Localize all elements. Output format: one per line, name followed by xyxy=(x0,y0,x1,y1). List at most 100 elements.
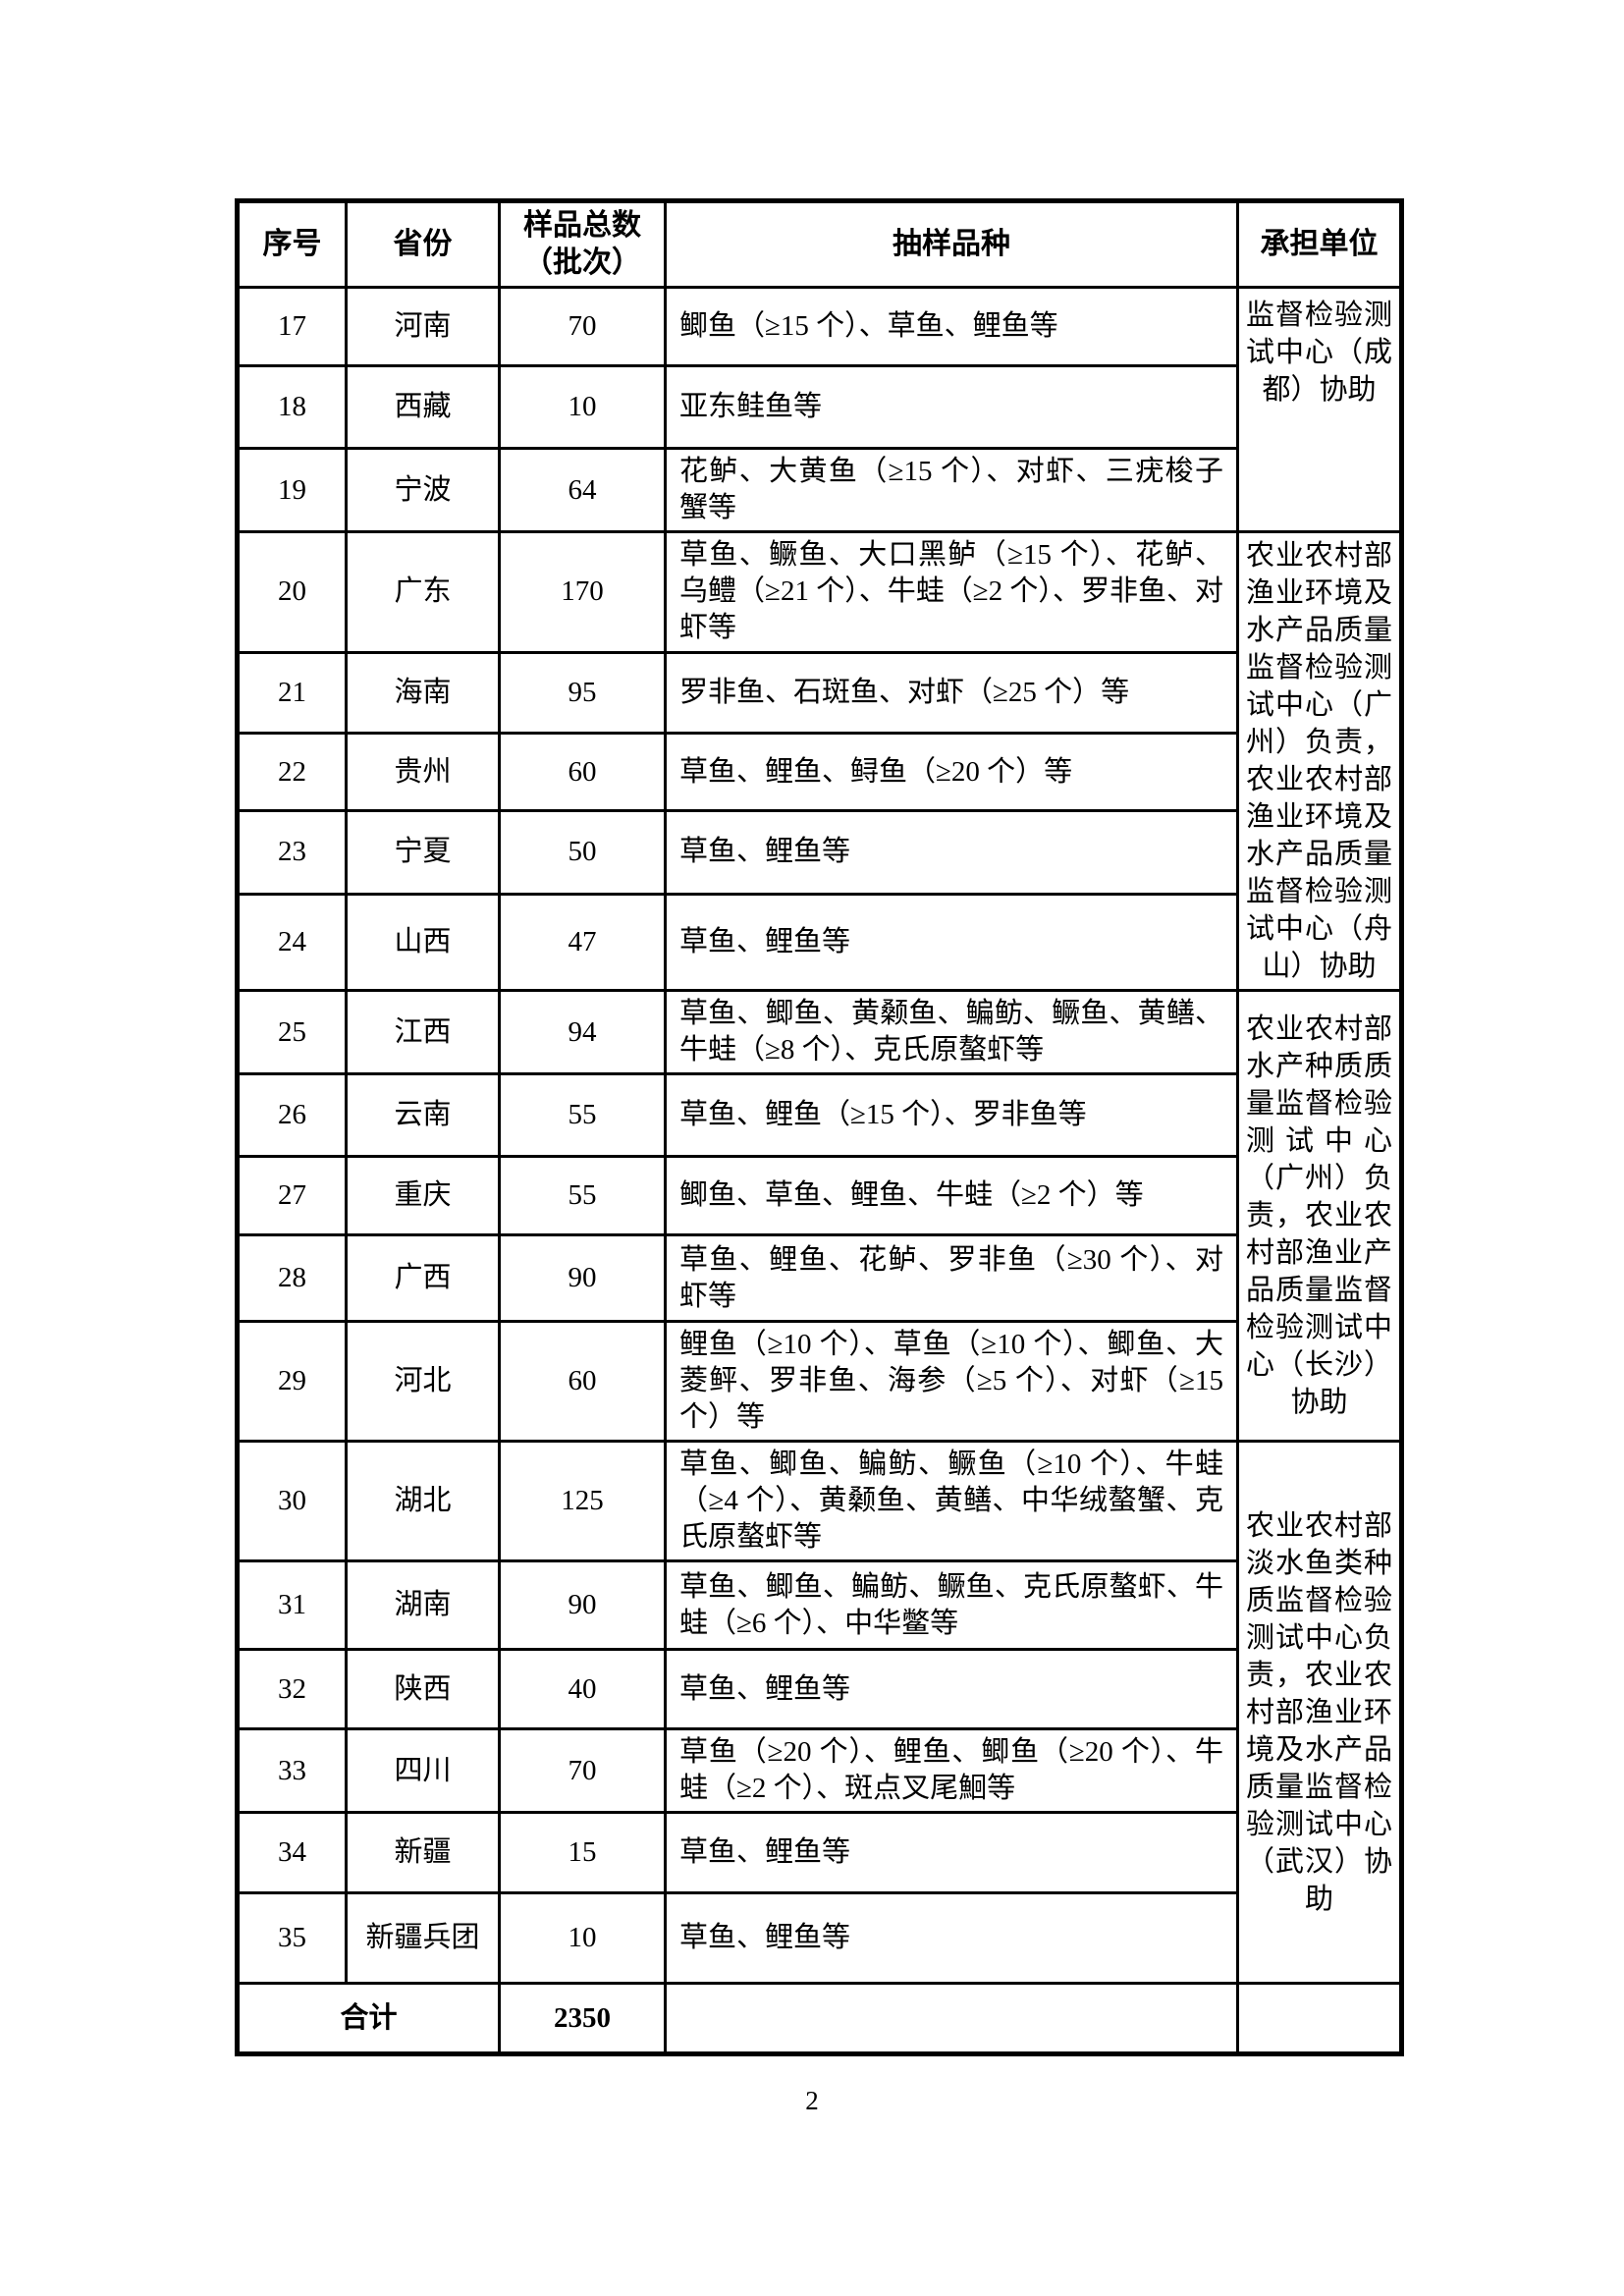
cell-species: 草鱼、鳜鱼、大口黑鲈（≥15 个）、花鲈、乌鳢（≥21 个）、牛蛙（≥2 个）、… xyxy=(664,530,1239,654)
header-unit: 承担单位 xyxy=(1236,199,1403,289)
cell-province: 重庆 xyxy=(345,1155,501,1236)
header-species: 抽样品种 xyxy=(664,199,1239,289)
table-row: 34 新疆 15 草鱼、鲤鱼等 xyxy=(236,1811,1402,1894)
table-row: 30 湖北 125 草鱼、鲫鱼、鳊鲂、鳜鱼（≥10 个）、牛蛙（≥4 个）、黄颡鱼、黄… xyxy=(236,1440,1403,1985)
cell-no: 32 xyxy=(236,1648,348,1730)
cell-count: 15 xyxy=(498,1811,667,1894)
cell-count: 70 xyxy=(498,1727,667,1814)
table-row: 25 江西 94 草鱼、鲫鱼、黄颡鱼、鳊鲂、鳜鱼、黄鳝、牛蛙（≥8 个）、克氏原螯虾等… xyxy=(236,989,1403,1443)
table-row: 23 宁夏 50 草鱼、鲤鱼等 xyxy=(236,809,1402,896)
table-body: 17 河南 70 鲫鱼（≥15 个）、草鱼、鲤鱼等 监督检验测试中心（成都）协助 18 西藏… xyxy=(236,286,1403,1985)
table-row: 26 云南 55 草鱼、鲤鱼（≥15 个）、罗非鱼等 xyxy=(236,1072,1402,1158)
cell-no: 25 xyxy=(236,989,348,1075)
cell-species: 罗非鱼、石斑鱼、对虾（≥25 个）等 xyxy=(664,650,1239,735)
table-footer: 合计 2350 xyxy=(236,1982,1403,2055)
cell-count: 90 xyxy=(498,1233,667,1323)
header-no: 序号 xyxy=(236,199,348,289)
cell-species: 草鱼、鲤鱼等 xyxy=(664,892,1239,993)
total-row: 合计 2350 xyxy=(236,1982,1403,2055)
cell-count: 10 xyxy=(498,1891,667,1985)
cell-no: 27 xyxy=(236,1155,348,1236)
table-row: 31 湖南 90 草鱼、鲫鱼、鳊鲂、鳜鱼、克氏原螯虾、牛蛙（≥6 个）、中华鳖等 xyxy=(236,1559,1402,1651)
header-total-line2: （批次） xyxy=(523,246,641,279)
cell-species: 草鱼、鲤鱼、花鲈、罗非鱼（≥30 个）、对虾等 xyxy=(664,1233,1239,1323)
cell-no: 26 xyxy=(236,1072,348,1158)
cell-province: 宁波 xyxy=(345,447,501,533)
cell-count: 55 xyxy=(498,1072,667,1158)
table-row: 27 重庆 55 鲫鱼、草鱼、鲤鱼、牛蛙（≥2 个）等 xyxy=(236,1155,1402,1236)
header-total-batches: 样品总数 （批次） xyxy=(498,199,667,289)
cell-province: 云南 xyxy=(345,1072,501,1158)
cell-no: 22 xyxy=(236,731,348,813)
cell-count: 94 xyxy=(498,989,667,1075)
table-row: 19 宁波 64 花鲈、大黄鱼（≥15 个）、对虾、三疣梭子蟹等 xyxy=(236,447,1402,533)
table-row: 18 西藏 10 亚东鲑鱼等 xyxy=(236,364,1402,450)
cell-province: 新疆 xyxy=(345,1811,501,1894)
cell-province: 广西 xyxy=(345,1233,501,1323)
cell-species: 鲫鱼、草鱼、鲤鱼、牛蛙（≥2 个）等 xyxy=(664,1155,1239,1236)
cell-count: 47 xyxy=(498,892,667,993)
cell-no: 35 xyxy=(236,1891,348,1985)
cell-species: 草鱼、鲤鱼、鲟鱼（≥20 个）等 xyxy=(664,731,1239,813)
cell-species: 鲫鱼（≥15 个）、草鱼、鲤鱼等 xyxy=(664,286,1239,367)
table-row: 17 河南 70 鲫鱼（≥15 个）、草鱼、鲤鱼等 监督检验测试中心（成都）协助 xyxy=(236,286,1403,533)
cell-province: 新疆兵团 xyxy=(345,1891,501,1985)
cell-unit: 监督检验测试中心（成都）协助 xyxy=(1236,286,1403,533)
cell-province: 江西 xyxy=(345,989,501,1075)
table-row: 20 广东 170 草鱼、鳜鱼、大口黑鲈（≥15 个）、花鲈、乌鳢（≥21 个）、牛蛙… xyxy=(236,530,1403,992)
cell-count: 170 xyxy=(498,530,667,654)
header-total-line1: 样品总数 xyxy=(523,209,641,242)
cell-species: 草鱼（≥20 个）、鲤鱼、鲫鱼（≥20 个）、牛蛙（≥2 个）、斑点叉尾鮰等 xyxy=(664,1727,1239,1814)
cell-species: 草鱼、鲫鱼、鳊鲂、鳜鱼、克氏原螯虾、牛蛙（≥6 个）、中华鳖等 xyxy=(664,1559,1239,1651)
cell-province: 广东 xyxy=(345,530,501,654)
cell-species: 草鱼、鲫鱼、鳊鲂、鳜鱼（≥10 个）、牛蛙（≥4 个）、黄颡鱼、黄鳝、中华绒螯蟹… xyxy=(664,1440,1239,1562)
header-province: 省份 xyxy=(345,199,501,289)
cell-no: 18 xyxy=(236,364,348,450)
table-header-row: 序号 省份 样品总数 （批次） 抽样品种 承担单位 xyxy=(236,199,1403,289)
cell-no: 34 xyxy=(236,1811,348,1894)
cell-province: 河北 xyxy=(345,1320,501,1443)
table-row: 32 陕西 40 草鱼、鲤鱼等 xyxy=(236,1648,1402,1730)
cell-no: 20 xyxy=(236,530,348,654)
cell-no: 33 xyxy=(236,1727,348,1814)
cell-no: 21 xyxy=(236,650,348,735)
cell-unit: 农业农村部淡水鱼类种质监督检验测试中心负责，农业农村部渔业环境及水产品质量监督检… xyxy=(1236,1440,1403,1985)
cell-no: 30 xyxy=(236,1440,348,1562)
cell-unit: 农业农村部水产种质质量监督检验测试中心（广州）负责，农业农村部渔业产品质量监督检… xyxy=(1236,989,1403,1443)
table-row: 28 广西 90 草鱼、鲤鱼、花鲈、罗非鱼（≥30 个）、对虾等 xyxy=(236,1233,1402,1323)
cell-no: 19 xyxy=(236,447,348,533)
cell-species: 草鱼、鲤鱼（≥15 个）、罗非鱼等 xyxy=(664,1072,1239,1158)
cell-species: 草鱼、鲤鱼等 xyxy=(664,809,1239,896)
cell-province: 贵州 xyxy=(345,731,501,813)
total-count-cell: 2350 xyxy=(498,1982,667,2055)
cell-count: 55 xyxy=(498,1155,667,1236)
table-row: 24 山西 47 草鱼、鲤鱼等 xyxy=(236,892,1402,993)
cell-no: 29 xyxy=(236,1320,348,1443)
cell-count: 50 xyxy=(498,809,667,896)
table-row: 29 河北 60 鲤鱼（≥10 个）、草鱼（≥10 个）、鲫鱼、大菱鲆、罗非鱼、海参（… xyxy=(236,1320,1402,1443)
total-species-cell-empty xyxy=(664,1982,1239,2055)
cell-count: 10 xyxy=(498,364,667,450)
cell-province: 陕西 xyxy=(345,1648,501,1730)
cell-no: 24 xyxy=(236,892,348,993)
cell-count: 125 xyxy=(498,1440,667,1562)
cell-province: 湖南 xyxy=(345,1559,501,1651)
cell-species: 草鱼、鲤鱼等 xyxy=(664,1891,1239,1985)
cell-count: 40 xyxy=(498,1648,667,1730)
cell-no: 31 xyxy=(236,1559,348,1651)
cell-province: 西藏 xyxy=(345,364,501,450)
cell-species: 鲤鱼（≥10 个）、草鱼（≥10 个）、鲫鱼、大菱鲆、罗非鱼、海参（≥5 个）、… xyxy=(664,1320,1239,1443)
page-number: 2 xyxy=(805,2086,819,2115)
cell-species: 亚东鲑鱼等 xyxy=(664,364,1239,450)
table-row: 35 新疆兵团 10 草鱼、鲤鱼等 xyxy=(236,1891,1402,1985)
cell-count: 64 xyxy=(498,447,667,533)
cell-province: 宁夏 xyxy=(345,809,501,896)
table-row: 33 四川 70 草鱼（≥20 个）、鲤鱼、鲫鱼（≥20 个）、牛蛙（≥2 个）、斑点… xyxy=(236,1727,1402,1814)
cell-species: 草鱼、鲤鱼等 xyxy=(664,1648,1239,1730)
table-row: 22 贵州 60 草鱼、鲤鱼、鲟鱼（≥20 个）等 xyxy=(236,731,1402,813)
sampling-plan-table: 序号 省份 样品总数 （批次） 抽样品种 承担单位 17 河南 70 鲫鱼（≥15 个… xyxy=(235,198,1404,2056)
cell-count: 60 xyxy=(498,1320,667,1443)
table-row: 21 海南 95 罗非鱼、石斑鱼、对虾（≥25 个）等 xyxy=(236,650,1402,735)
cell-no: 23 xyxy=(236,809,348,896)
